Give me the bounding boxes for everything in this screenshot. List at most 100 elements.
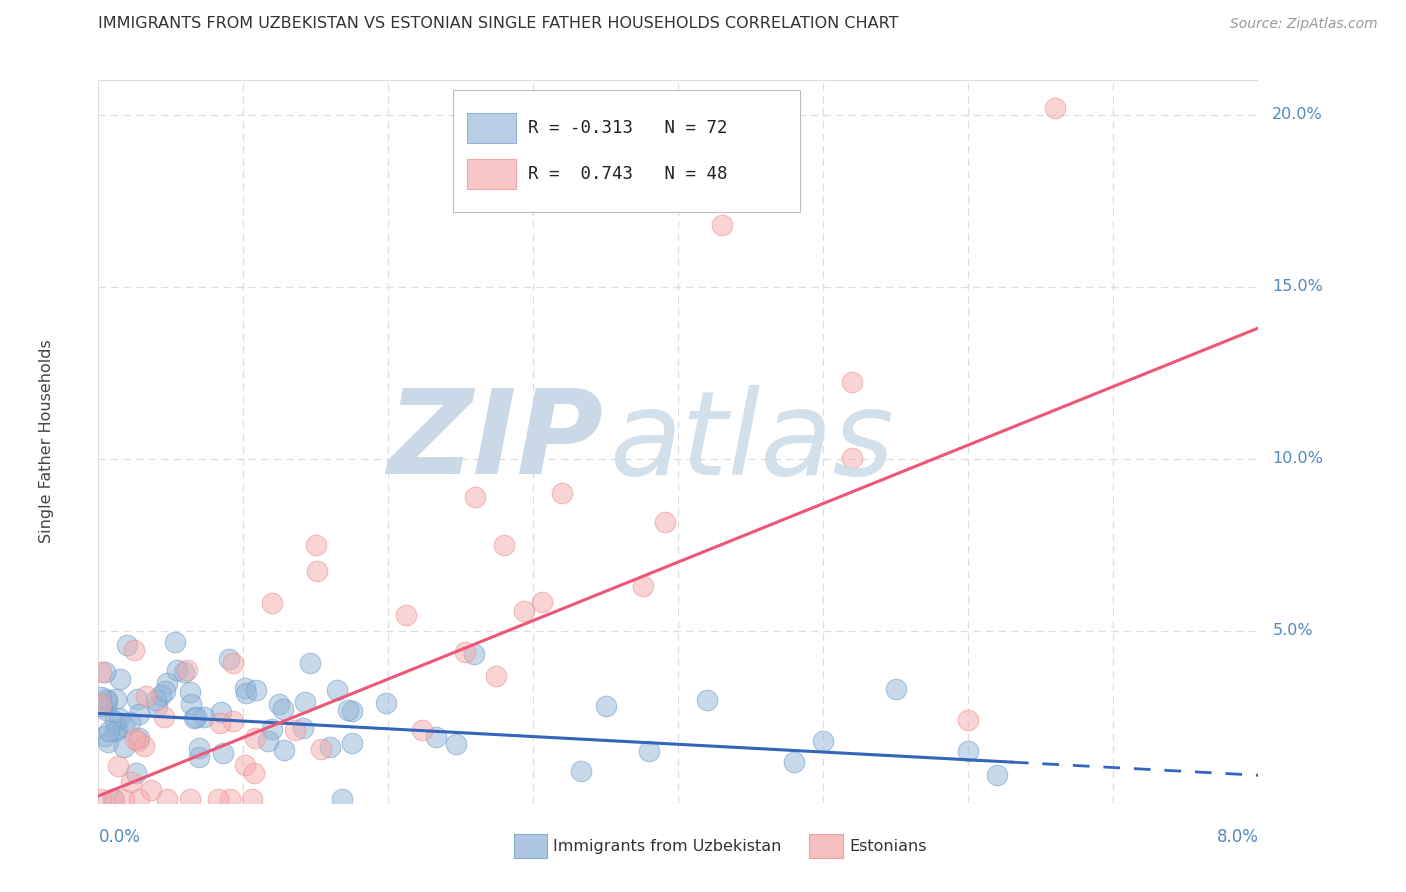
Point <box>153 709 176 723</box>
Point <box>193 709 215 723</box>
Point <box>884 682 907 697</box>
Point <box>166 663 188 677</box>
Point <box>124 766 146 780</box>
Point <box>340 704 363 718</box>
Point <box>156 792 179 806</box>
Point <box>153 684 176 698</box>
Text: 10.0%: 10.0% <box>1272 451 1323 467</box>
Point <box>957 744 980 758</box>
Point <box>105 723 128 737</box>
Point <box>271 702 294 716</box>
Point <box>513 604 536 618</box>
Point <box>222 656 245 670</box>
Point <box>240 792 263 806</box>
Point <box>243 731 266 745</box>
Point <box>132 739 155 754</box>
Point <box>108 672 131 686</box>
Point <box>212 746 235 760</box>
Point <box>135 689 157 703</box>
Point <box>128 792 150 806</box>
Point <box>1045 101 1067 115</box>
Point <box>242 766 264 780</box>
Point <box>298 657 321 671</box>
Point <box>446 737 468 751</box>
Point <box>207 792 229 806</box>
Point <box>218 792 240 806</box>
FancyBboxPatch shape <box>467 112 516 143</box>
Point <box>305 564 328 578</box>
FancyBboxPatch shape <box>513 834 547 858</box>
Point <box>104 714 127 728</box>
Point <box>233 758 256 772</box>
Point <box>284 723 307 738</box>
Point <box>463 647 485 661</box>
Point <box>165 635 187 649</box>
Point <box>187 750 209 764</box>
Text: Source: ZipAtlas.com: Source: ZipAtlas.com <box>1230 17 1378 31</box>
Point <box>374 697 396 711</box>
Point <box>188 740 211 755</box>
Point <box>326 682 349 697</box>
Point <box>104 724 127 739</box>
Point <box>117 638 139 652</box>
Point <box>139 782 162 797</box>
Text: 5.0%: 5.0% <box>1272 624 1313 639</box>
Point <box>218 652 240 666</box>
Text: R =  0.743   N = 48: R = 0.743 N = 48 <box>527 165 727 183</box>
Text: Immigrants from Uzbekistan: Immigrants from Uzbekistan <box>553 838 782 854</box>
Point <box>783 755 806 769</box>
Point <box>262 596 284 610</box>
Point <box>710 218 733 232</box>
Point <box>986 768 1008 782</box>
Point <box>292 721 315 735</box>
Point <box>184 710 207 724</box>
Text: IMMIGRANTS FROM UZBEKISTAN VS ESTONIAN SINGLE FATHER HOUSEHOLDS CORRELATION CHAR: IMMIGRANTS FROM UZBEKISTAN VS ESTONIAN S… <box>98 16 898 31</box>
Point <box>273 743 295 757</box>
Point <box>105 692 128 706</box>
Point <box>180 697 202 711</box>
Point <box>551 486 574 500</box>
Point <box>122 643 145 657</box>
Text: R = -0.313   N = 72: R = -0.313 N = 72 <box>527 119 727 137</box>
Point <box>209 705 232 719</box>
Point <box>233 681 256 695</box>
Point <box>96 692 118 706</box>
Point <box>125 691 148 706</box>
Point <box>305 538 328 552</box>
Point <box>395 608 418 623</box>
Point <box>813 734 835 748</box>
FancyBboxPatch shape <box>453 90 800 211</box>
Point <box>90 665 112 679</box>
Point <box>638 744 661 758</box>
Text: 15.0%: 15.0% <box>1272 279 1323 294</box>
Point <box>90 698 112 713</box>
Point <box>595 699 617 714</box>
Text: Estonians: Estonians <box>849 838 927 854</box>
Point <box>97 735 120 749</box>
Point <box>107 759 129 773</box>
Point <box>208 715 231 730</box>
Point <box>96 694 118 708</box>
Point <box>120 774 142 789</box>
Point <box>93 729 115 743</box>
Point <box>262 722 284 736</box>
Point <box>696 692 718 706</box>
Point <box>309 742 332 756</box>
Text: 8.0%: 8.0% <box>1216 828 1258 847</box>
Point <box>183 711 205 725</box>
Point <box>222 714 245 729</box>
Text: atlas: atlas <box>609 384 894 499</box>
Text: ZIP: ZIP <box>387 384 603 499</box>
Text: 0.0%: 0.0% <box>98 828 141 847</box>
FancyBboxPatch shape <box>467 159 516 189</box>
Point <box>494 538 516 552</box>
Point <box>425 731 447 745</box>
Point <box>112 719 135 733</box>
Point <box>179 792 201 806</box>
Point <box>957 713 980 727</box>
Point <box>569 764 592 778</box>
Point <box>654 516 676 530</box>
Point <box>257 733 280 747</box>
Point <box>94 665 117 679</box>
Point <box>145 693 167 707</box>
